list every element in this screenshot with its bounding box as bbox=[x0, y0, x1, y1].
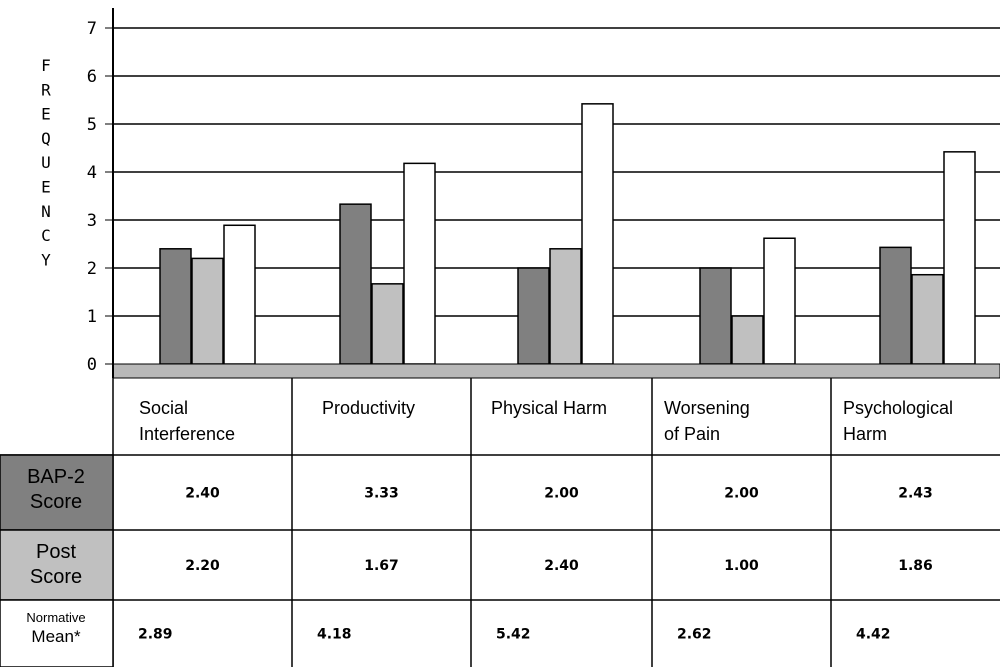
data-value-label: 2.89 bbox=[138, 627, 173, 643]
bar bbox=[699, 267, 732, 365]
bar bbox=[159, 248, 192, 365]
bars bbox=[159, 103, 976, 365]
bar bbox=[517, 267, 550, 365]
category-label: Worsening bbox=[664, 398, 750, 418]
y-axis-label-letter: E bbox=[41, 105, 51, 124]
series-label: Post bbox=[36, 541, 76, 563]
bar bbox=[549, 248, 582, 365]
data-value-label: 2.00 bbox=[544, 486, 579, 502]
data-value-label: 2.20 bbox=[185, 558, 220, 574]
category-label: of Pain bbox=[664, 424, 720, 444]
y-tick-label: 4 bbox=[87, 163, 97, 183]
gridlines bbox=[113, 27, 1000, 317]
data-table: Social Interference Productivity Physical H… bbox=[0, 378, 1000, 667]
data-value-label: 2.40 bbox=[185, 486, 220, 502]
y-tick-labels: 0 1 2 3 4 5 6 7 bbox=[87, 19, 113, 375]
data-value-label: 1.86 bbox=[898, 558, 933, 574]
category-label: Harm bbox=[843, 424, 887, 444]
category-label: Physical Harm bbox=[491, 398, 607, 418]
y-tick-label: 7 bbox=[87, 19, 97, 39]
series-label: Score bbox=[30, 491, 82, 513]
bar bbox=[403, 162, 436, 365]
data-value-label: 1.67 bbox=[364, 558, 399, 574]
bar bbox=[911, 273, 944, 365]
data-value-label: 2.00 bbox=[724, 486, 759, 502]
bar bbox=[731, 315, 764, 365]
bar bbox=[581, 103, 614, 365]
y-axis-label-letter: F bbox=[41, 56, 51, 75]
bar bbox=[943, 151, 976, 365]
y-tick-label: 6 bbox=[87, 67, 97, 87]
bar bbox=[339, 203, 372, 365]
y-axis-label-letter: N bbox=[41, 202, 51, 221]
data-value-label: 5.42 bbox=[496, 627, 531, 643]
category-label: Productivity bbox=[322, 398, 415, 418]
series-row-header bbox=[0, 599, 114, 667]
series-label: Normative bbox=[26, 610, 85, 625]
data-value-label: 4.42 bbox=[856, 627, 891, 643]
category-label: Social bbox=[139, 398, 188, 418]
y-tick-label: 5 bbox=[87, 115, 97, 135]
y-axis-label-letter: Q bbox=[41, 129, 51, 148]
series-label: BAP-2 bbox=[27, 466, 85, 488]
y-tick-label: 2 bbox=[87, 259, 97, 279]
category-label: Interference bbox=[139, 424, 235, 444]
y-tick-label: 1 bbox=[87, 307, 97, 327]
bar bbox=[223, 224, 256, 365]
y-axis-label-letter: E bbox=[41, 178, 51, 197]
series-row-header bbox=[0, 454, 114, 531]
y-axis-label-letter: R bbox=[41, 80, 51, 99]
x-axis-floor bbox=[112, 363, 1000, 379]
y-tick-label: 0 bbox=[87, 355, 97, 375]
bar bbox=[191, 257, 224, 365]
y-axis-label-letter: Y bbox=[41, 250, 51, 269]
bar bbox=[371, 283, 404, 365]
bar bbox=[879, 246, 912, 365]
bar bbox=[763, 237, 796, 365]
data-value-label: 2.43 bbox=[898, 486, 933, 502]
data-value-label: 1.00 bbox=[724, 558, 759, 574]
data-value-label: 3.33 bbox=[364, 486, 399, 502]
y-tick-label: 3 bbox=[87, 211, 97, 231]
y-axis-label-letter: U bbox=[41, 153, 51, 172]
series-label: Mean* bbox=[31, 627, 81, 646]
series-row-header bbox=[0, 529, 114, 601]
data-value-label: 2.62 bbox=[677, 627, 712, 643]
series-label: Score bbox=[30, 566, 82, 588]
data-value-label: 2.40 bbox=[544, 558, 579, 574]
category-label: Psychological bbox=[843, 398, 953, 418]
data-value-label: 4.18 bbox=[317, 627, 352, 643]
y-axis-label-letter: C bbox=[41, 226, 51, 245]
